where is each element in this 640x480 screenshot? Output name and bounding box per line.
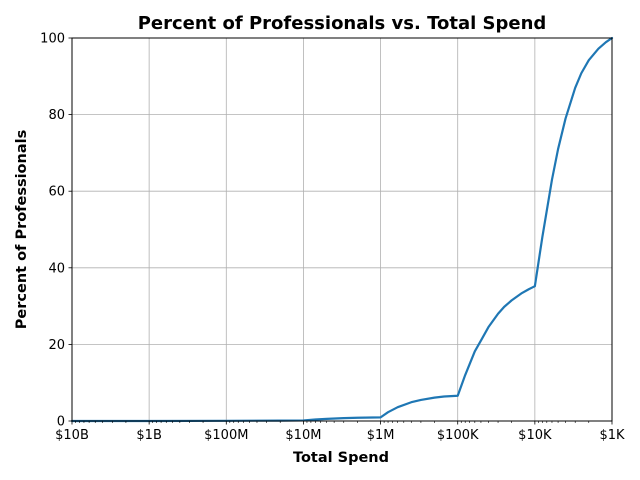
- x-tick-label: $1M: [367, 428, 395, 443]
- plot-frame: [71, 37, 613, 422]
- x-axis-label: Total Spend: [293, 450, 389, 466]
- x-tick-label: $10B: [55, 428, 89, 443]
- series-layer: [70, 36, 614, 423]
- y-tick-label: 40: [48, 261, 65, 276]
- x-tick-label: $10M: [285, 428, 321, 443]
- x-tick-label: $10K: [518, 428, 552, 443]
- y-tick-label: 60: [48, 185, 65, 200]
- tick-layer: $10B $1B $100M $10M $1M $100K $10K $1K 0 20 40 60 80…: [40, 32, 625, 444]
- y-axis-label: Percent of Professionals: [14, 130, 30, 329]
- plot-area: [72, 38, 612, 421]
- x-tick-label: $100K: [437, 428, 479, 443]
- x-tick-label: $1K: [599, 428, 625, 443]
- x-tick-label: $1B: [136, 428, 161, 443]
- y-tick-label: 80: [48, 108, 65, 123]
- chart-title: Percent of Professionals vs. Total Spend: [138, 13, 547, 34]
- y-tick-label: 20: [48, 338, 65, 353]
- x-tick-label: $100M: [204, 428, 248, 443]
- series-line-0: [70, 36, 614, 423]
- y-tick-label: 100: [40, 32, 65, 47]
- y-tick-label: 0: [57, 415, 65, 430]
